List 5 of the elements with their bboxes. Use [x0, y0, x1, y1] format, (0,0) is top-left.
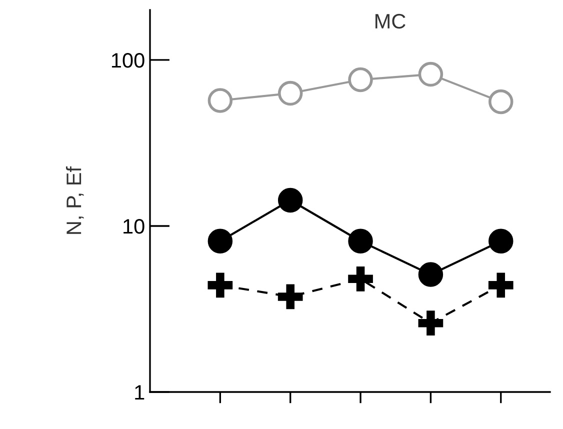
y-tick-label: 1: [135, 385, 144, 400]
y-tick-label: 100: [112, 52, 144, 68]
chart-title: MC: [376, 14, 406, 29]
y-axis-title: N, P, Ef: [66, 166, 84, 234]
y-tick-label: 10: [124, 218, 144, 234]
